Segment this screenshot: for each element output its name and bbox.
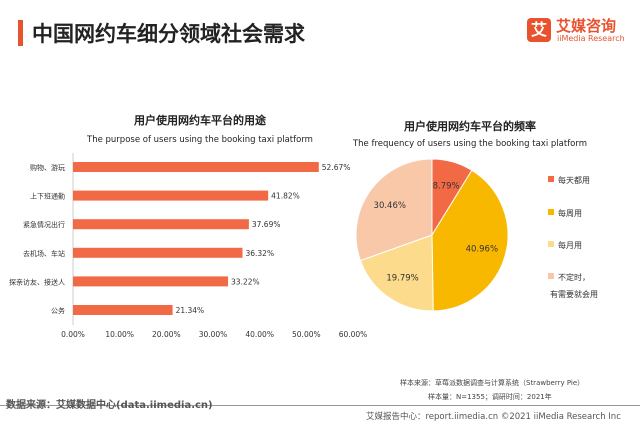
- category-label: 紧急情况出行: [23, 220, 65, 229]
- bar-value-label: 21.34%: [176, 306, 205, 315]
- x-tick-label: 50.00%: [292, 330, 321, 339]
- x-tick-label: 20.00%: [152, 330, 181, 339]
- slice-label: 8.79%: [433, 181, 460, 191]
- bar: [73, 219, 249, 230]
- footer-copyright: 艾媒报告中心：report.iimedia.cn ©2021 iiMedia R…: [366, 412, 621, 422]
- bar-value-label: 52.67%: [322, 163, 351, 172]
- slice-label: 40.96%: [466, 245, 498, 255]
- bar: [73, 190, 269, 201]
- legend-label: 每周用: [558, 208, 582, 218]
- legend-swatch: [548, 176, 554, 182]
- pie-chart-subtitle: The frequency of users using the booking…: [352, 139, 588, 149]
- legend-label: 不定时，: [558, 272, 590, 282]
- footer-divider: [0, 405, 640, 406]
- x-tick-label: 60.00%: [339, 330, 368, 339]
- bar-value-label: 37.69%: [252, 220, 281, 229]
- category-label: 探亲访友、接送人: [9, 277, 65, 286]
- category-label: 购物、游玩: [30, 163, 65, 172]
- slice-label: 30.46%: [374, 201, 406, 211]
- logo-icon: 艾: [527, 18, 551, 42]
- category-label: 公务: [51, 306, 65, 315]
- bar-value-label: 36.32%: [245, 249, 274, 258]
- bar-value-label: 41.82%: [271, 192, 300, 201]
- bar: [73, 276, 229, 287]
- pie-chart-title: 用户使用网约车平台的频率: [404, 120, 536, 133]
- legend-swatch: [548, 273, 554, 279]
- category-label: 去机场、车站: [23, 249, 65, 258]
- bar: [73, 247, 243, 258]
- page-title: 中国网约车细分领域社会需求: [32, 22, 305, 46]
- bar: [73, 305, 173, 315]
- bar-value-label: 33.22%: [231, 277, 260, 286]
- sample-note: 样本量：N=1355；调研时间：2021年: [428, 393, 552, 401]
- legend-label: 每月用: [558, 240, 582, 250]
- pie-slice: [355, 158, 433, 262]
- source-note: 样本来源：草莓派数据调查与计算系统（Strawberry Pie）: [400, 379, 585, 387]
- bar: [73, 162, 319, 172]
- pie-slice: [431, 169, 509, 312]
- logo-text: 艾媒咨询: [556, 17, 617, 35]
- x-tick-label: 30.00%: [199, 330, 228, 339]
- data-source: 数据来源：艾媒数据中心(data.iimedia.cn): [6, 400, 213, 411]
- legend-swatch: [548, 209, 554, 215]
- x-tick-label: 10.00%: [105, 330, 134, 339]
- category-label: 上下班通勤: [30, 192, 65, 201]
- title-accent: [18, 20, 23, 46]
- bar-chart-title: 用户使用网约车平台的用途: [134, 114, 266, 127]
- logo-subtext: iiMedia Research: [557, 34, 625, 43]
- bar-chart-subtitle: The purpose of users using the booking t…: [87, 135, 313, 145]
- legend-label: 有需要就会用: [550, 289, 598, 299]
- pie-slice: [359, 234, 434, 312]
- legend-label: 每天都用: [558, 175, 590, 185]
- x-tick-label: 40.00%: [245, 330, 274, 339]
- slice-label: 19.79%: [386, 273, 418, 283]
- x-tick-label: 0.00%: [61, 330, 85, 339]
- legend-swatch: [548, 241, 554, 247]
